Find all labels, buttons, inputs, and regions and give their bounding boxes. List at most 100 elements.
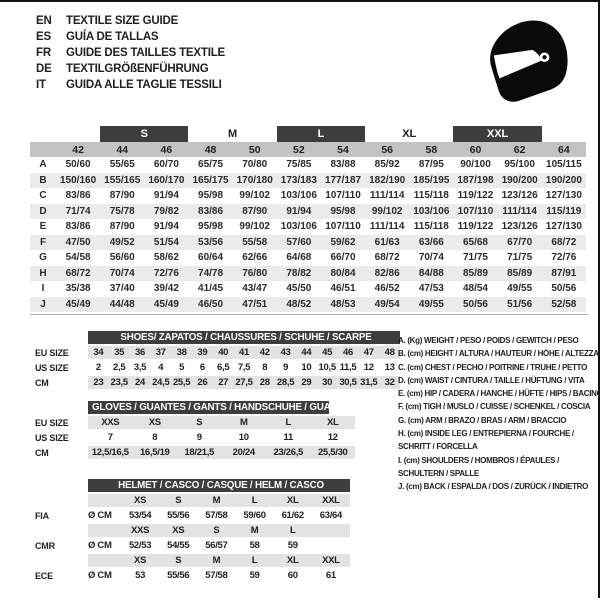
size-value: 103/106	[280, 221, 317, 233]
gloves-value: 18/21,5	[177, 445, 222, 461]
gloves-value: M	[221, 415, 266, 431]
size-value: 83/86	[65, 190, 91, 202]
size-col-header: 58	[409, 142, 454, 157]
size-value: 49/52	[100, 234, 145, 250]
size-col-header: 46	[144, 142, 189, 157]
helmet-size-header: S	[159, 553, 198, 569]
shoes-value: 10	[295, 360, 317, 376]
shoes-row-label: CM	[35, 375, 88, 391]
size-value: 105/115	[546, 159, 582, 171]
gloves-value: 12,5/16,5	[88, 445, 133, 461]
helmet-table-title: HELMET / CASCO / CASQUE / HELM / CASCO	[88, 479, 350, 491]
size-value: 75/78	[100, 203, 145, 219]
helmet-size-value: 53/54	[121, 508, 160, 524]
size-group-xl: XL	[402, 128, 417, 140]
helmet-size-header	[311, 523, 350, 539]
legend-line: G. (cm) ARM / BRAZO / BRAS / ARM / BRACC…	[398, 415, 567, 425]
legend-line: C. (cm) CHEST / PECHO / POITRINE / TRUHE…	[398, 362, 588, 372]
size-value: 87/90	[232, 203, 277, 219]
size-value: 72/76	[144, 265, 189, 281]
helmet-size-value: 52/53	[121, 538, 160, 554]
helmet-size-value: 53	[121, 568, 160, 584]
size-value: 71/75	[462, 252, 488, 264]
shoes-value: 7,5	[233, 360, 255, 376]
size-value: 127/130	[545, 190, 582, 202]
shoes-size-table: SHOES/ ZAPATOS / CHAUSSURES / SCHUHE / S…	[35, 331, 400, 391]
language-row: ES GUÍA DE TALLAS	[36, 29, 225, 45]
helmet-size-value: 55/56	[159, 568, 198, 584]
shoes-value: 6	[191, 360, 213, 376]
size-value: 190/200	[541, 172, 586, 188]
shoes-value: 29	[295, 375, 317, 391]
measurement-legend: A. (Kg) WEIGHT / PESO / POIDS / GEWITCH …	[398, 334, 600, 494]
measure-row-label: J	[30, 296, 56, 312]
size-value: 160/170	[144, 172, 189, 188]
helmet-size-table: HELMET / CASCO / CASQUE / HELM / CASCO X…	[35, 479, 350, 584]
size-value: 91/94	[276, 203, 321, 219]
legend-entry: C. (cm) CHEST / PECHO / POITRINE / TRUHE…	[398, 361, 596, 374]
gloves-value: L	[266, 415, 311, 431]
size-value: 90/100	[460, 159, 491, 171]
size-col-header: 60	[453, 142, 498, 157]
size-group-row: S M L XL XXL	[30, 126, 586, 142]
size-value: 111/114	[369, 190, 405, 202]
size-value: 111/114	[369, 221, 405, 233]
gloves-value: 10	[221, 430, 266, 446]
size-value: 45/49	[144, 296, 189, 312]
helmet-size-header: M	[235, 523, 274, 539]
size-value: 127/130	[545, 221, 582, 233]
legend-line: B. (cm) HEIGHT / ALTURA / HAUTEUR / HÖHE…	[398, 349, 599, 359]
helmet-title-cell: HELMET / CASCO / CASQUE / HELM / CASCO	[88, 479, 350, 494]
legend-entry: H. (cm) INSIDE LEG / ENTREPIERNA / FOURC…	[398, 427, 596, 454]
shoes-value: 31,5	[358, 375, 380, 391]
helmet-standard-label: FIA	[35, 508, 88, 524]
helmet-size-header: XS	[121, 493, 160, 509]
helmet-standard-label: ECE	[35, 568, 88, 584]
legend-entry: J. (cm) BACK / ESPALDA / DOS / ZURÜCK / …	[398, 480, 596, 493]
gloves-table-title: GLOVES / GUANTES / GANTS / HANDSCHUHE / …	[88, 401, 346, 413]
shoes-row-label: US SIZE	[35, 360, 88, 376]
language-row: DE TEXTILGRÖßENFÜHRUNG	[36, 61, 225, 77]
size-value: 74/78	[188, 265, 233, 281]
legend-entry: B. (cm) HEIGHT / ALTURA / HAUTEUR / HÖHE…	[398, 347, 599, 360]
gloves-value: XS	[132, 415, 177, 431]
language-row: EN TEXTILE SIZE GUIDE	[36, 13, 225, 29]
shoes-value: 45	[316, 345, 338, 361]
helmet-title-row: HELMET / CASCO / CASQUE / HELM / CASCO	[35, 479, 350, 494]
size-value: 91/94	[153, 221, 179, 233]
measurement-row: J 45/49 44/48 45/49 46/50 47/51 48/52 48/53 49/5…	[30, 296, 586, 312]
size-value: 43/47	[242, 283, 268, 295]
shoes-value: 9	[275, 360, 296, 376]
gloves-value: XXS	[88, 415, 133, 431]
size-value: 79/82	[144, 203, 189, 219]
spacer-cell	[35, 493, 88, 509]
language-title: TEXTILGRÖßENFÜHRUNG	[66, 63, 209, 75]
size-value: 123/126	[501, 190, 538, 202]
shoes-value: 48	[379, 345, 400, 361]
helmet-size-header: XXL	[311, 553, 350, 569]
size-value: 155/165	[100, 172, 145, 188]
legend-entry: G. (cm) ARM / BRAZO / BRAS / ARM / BRACC…	[398, 414, 596, 427]
legend-entry: F. (cm) TIGH / MUSLO / CUISSE / SCHENKEL…	[398, 400, 596, 413]
size-value: 50/56	[551, 283, 577, 295]
size-value: 95/98	[198, 221, 224, 233]
helmet-size-header: XXS	[121, 523, 160, 539]
size-value: 70/74	[418, 252, 444, 264]
size-value: 58/62	[153, 252, 179, 264]
measurement-row: A 50/60 55/65 60/70 65/75 70/80 75/85 83/88 85/9…	[30, 157, 586, 173]
size-value: 107/110	[453, 203, 498, 219]
size-value: 44/48	[100, 296, 145, 312]
size-value: 170/180	[232, 172, 277, 188]
language-title: GUIDA ALLE TAGLIE TESSILI	[66, 79, 222, 91]
helmet-size-header: S	[159, 493, 198, 509]
size-col-header: 42	[56, 142, 101, 157]
size-value: 107/110	[325, 221, 361, 233]
gloves-value: 20/24	[221, 445, 266, 461]
measure-row-label: I	[41, 283, 45, 295]
size-value: 91/94	[153, 190, 179, 202]
size-value: 53/56	[188, 234, 233, 250]
size-value: 68/72	[56, 265, 101, 281]
size-value: 60/70	[153, 159, 179, 171]
shoes-value: 12	[358, 360, 380, 376]
gloves-row-label: CM	[35, 445, 88, 461]
